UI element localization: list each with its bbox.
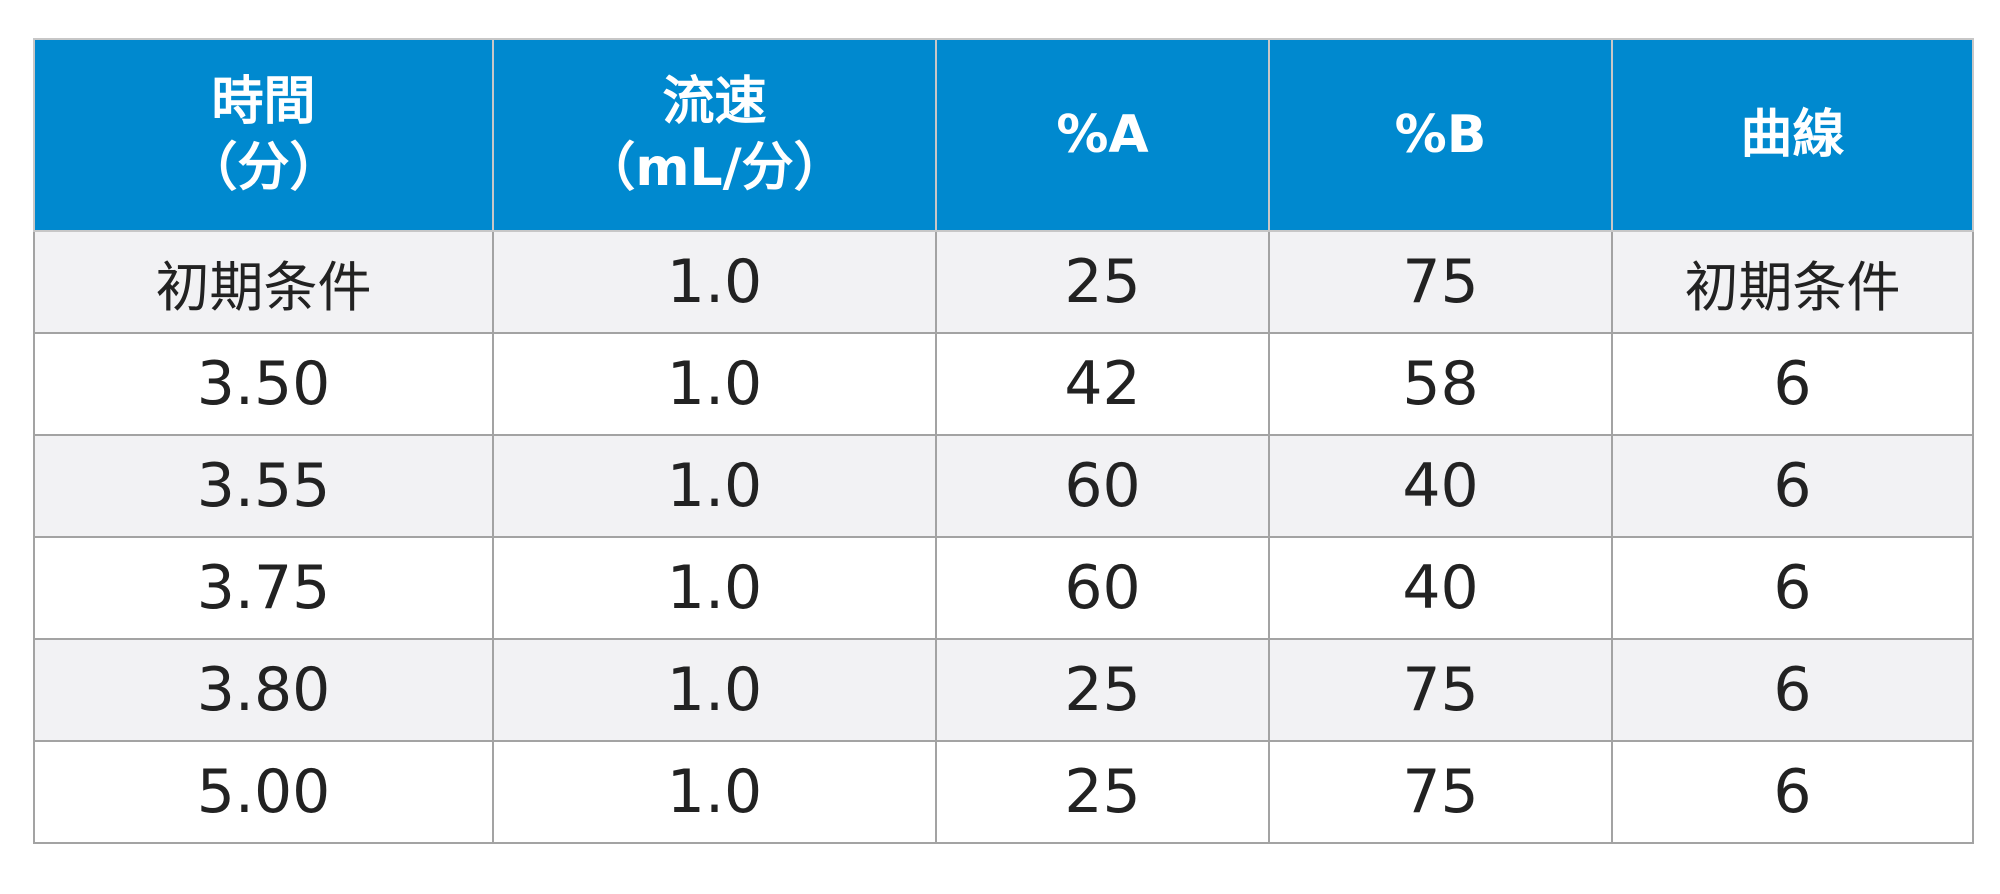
table-header: 時間 （分） 流速 （mL/分） %A %B 曲線	[33, 38, 1974, 232]
cell-time: 3.50	[33, 332, 494, 436]
table-row: 3.75 1.0 60 40 6	[33, 536, 1974, 640]
table-row: 3.80 1.0 25 75 6	[33, 638, 1974, 742]
cell-curve: 初期条件	[1611, 230, 1974, 334]
cell-time: 初期条件	[33, 230, 494, 334]
cell-flow-rate: 1.0	[492, 740, 937, 844]
cell-time: 3.80	[33, 638, 494, 742]
header-time-unit: （分）	[185, 138, 342, 198]
cell-flow-rate: 1.0	[492, 434, 937, 538]
header-flow-rate-unit: （mL/分）	[583, 138, 846, 198]
cell-curve: 6	[1611, 332, 1974, 436]
table-row: 3.50 1.0 42 58 6	[33, 332, 1974, 436]
header-percent-a: %A	[935, 38, 1270, 232]
cell-flow-rate: 1.0	[492, 230, 937, 334]
gradient-table-container: 時間 （分） 流速 （mL/分） %A %B 曲線 初	[33, 38, 1974, 844]
cell-flow-rate: 1.0	[492, 536, 937, 640]
header-percent-a-label: %A	[1056, 105, 1149, 165]
cell-time: 5.00	[33, 740, 494, 844]
cell-percent-b: 40	[1268, 536, 1613, 640]
table-row: 5.00 1.0 25 75 6	[33, 740, 1974, 844]
cell-curve: 6	[1611, 638, 1974, 742]
cell-percent-b: 75	[1268, 638, 1613, 742]
cell-time: 3.75	[33, 536, 494, 640]
header-time-label: 時間	[211, 72, 316, 132]
cell-percent-b: 58	[1268, 332, 1613, 436]
header-percent-b-label: %B	[1394, 105, 1487, 165]
header-time: 時間 （分）	[33, 38, 494, 232]
cell-percent-a: 25	[935, 230, 1270, 334]
header-flow-rate: 流速 （mL/分）	[492, 38, 937, 232]
gradient-table: 時間 （分） 流速 （mL/分） %A %B 曲線 初	[33, 38, 1974, 844]
cell-curve: 6	[1611, 740, 1974, 844]
cell-time: 3.55	[33, 434, 494, 538]
cell-percent-a: 60	[935, 434, 1270, 538]
cell-curve: 6	[1611, 434, 1974, 538]
cell-percent-b: 75	[1268, 230, 1613, 334]
cell-percent-a: 25	[935, 740, 1270, 844]
table-body: 初期条件 1.0 25 75 初期条件 3.50 1.0 42 58 6 3.5…	[33, 230, 1974, 844]
header-flow-rate-label: 流速	[662, 72, 767, 132]
header-curve: 曲線	[1611, 38, 1974, 232]
table-row: 初期条件 1.0 25 75 初期条件	[33, 230, 1974, 334]
cell-percent-a: 42	[935, 332, 1270, 436]
cell-curve: 6	[1611, 536, 1974, 640]
cell-percent-b: 40	[1268, 434, 1613, 538]
header-row: 時間 （分） 流速 （mL/分） %A %B 曲線	[33, 38, 1974, 232]
cell-percent-b: 75	[1268, 740, 1613, 844]
cell-flow-rate: 1.0	[492, 638, 937, 742]
table-row: 3.55 1.0 60 40 6	[33, 434, 1974, 538]
cell-percent-a: 25	[935, 638, 1270, 742]
cell-percent-a: 60	[935, 536, 1270, 640]
header-percent-b: %B	[1268, 38, 1613, 232]
header-curve-label: 曲線	[1740, 105, 1845, 165]
cell-flow-rate: 1.0	[492, 332, 937, 436]
